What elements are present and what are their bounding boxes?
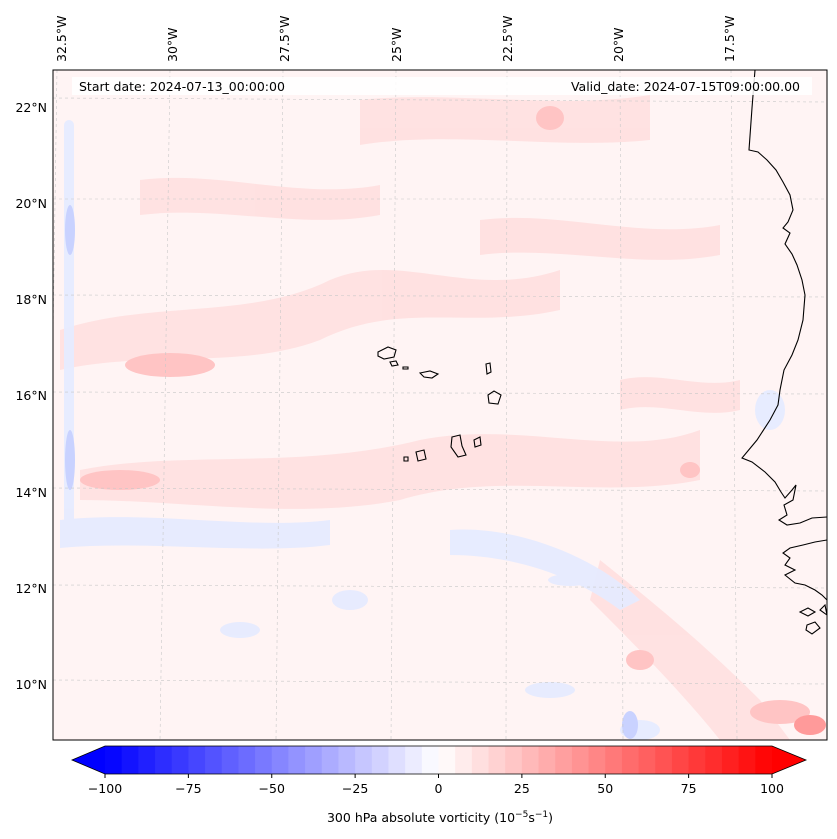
colorbar-segments — [105, 746, 773, 774]
lat-label-20n: 20°N — [15, 196, 47, 211]
lon-label-27-5w: 27.5°W — [277, 16, 292, 62]
colorbar-segment — [288, 746, 306, 774]
colorbar-segment — [571, 746, 590, 774]
island-fogo — [415, 449, 427, 462]
colorbar-segment — [738, 746, 756, 774]
start-date-label: Start date: 2024-07-13_00:00:00 — [79, 79, 285, 94]
colorbar-segment — [621, 746, 640, 774]
stronger-negative-cores — [65, 205, 638, 739]
colorbar-tick-label: −50 — [259, 781, 285, 796]
colorbar-extend-max — [772, 746, 806, 774]
colorbar-segment — [671, 746, 690, 774]
colorbar-segment — [521, 746, 540, 774]
colorbar-segment — [438, 746, 456, 774]
colorbar-segment — [605, 746, 623, 774]
cape-verde-islands — [377, 346, 502, 462]
colorbar-segment — [488, 746, 506, 774]
map-panel — [53, 70, 827, 740]
island-sal — [485, 362, 492, 375]
lon-label-17-5w: 17.5°W — [722, 16, 737, 62]
graticule — [53, 70, 827, 740]
valid-date-label: Valid_date: 2024-07-15T09:00:00.00 — [571, 79, 800, 94]
colorbar-segment — [221, 746, 239, 774]
colorbar-segment — [321, 746, 339, 774]
island-brava — [403, 456, 409, 462]
stronger-positive-cores — [80, 106, 826, 735]
lon-label-32-5w: 32.5°W — [54, 16, 69, 62]
colorbar-tick-label: −75 — [175, 781, 201, 796]
map-frame — [52, 69, 828, 741]
colorbar-segment — [105, 746, 123, 774]
colorbar-segment — [355, 746, 373, 774]
lon-label-20w: 20°W — [611, 27, 626, 62]
colorbar-segment — [255, 746, 273, 774]
colorbar-segment — [155, 746, 173, 774]
island-sao-vicente — [389, 360, 399, 367]
latitude-labels: 22°N 20°N 18°N 16°N 14°N 12°N 10°N — [15, 100, 47, 692]
colorbar-tick-label: 100 — [760, 781, 784, 796]
colorbar-segment — [121, 746, 139, 774]
lon-label-22-5w: 22.5°W — [500, 16, 515, 62]
africa-coastline — [741, 70, 827, 635]
colorbar-segment — [455, 746, 473, 774]
island-santo-antao — [377, 346, 397, 360]
colorbar-tick-label: 75 — [681, 781, 697, 796]
colorbar-segment — [338, 746, 356, 774]
lat-label-22n: 22°N — [15, 100, 47, 115]
colorbar-segment — [171, 746, 189, 774]
colorbar-segment — [371, 746, 389, 774]
header-strip — [72, 77, 812, 95]
colorbar-segment — [305, 746, 323, 774]
colorbar-segment — [655, 746, 673, 774]
colorbar-segment — [405, 746, 423, 774]
colorbar-segment — [205, 746, 223, 774]
positive-vorticity-bands — [60, 95, 790, 740]
island-sao-nicolau — [418, 370, 440, 379]
colorbar-segment — [538, 746, 556, 774]
colorbar-title: 300 hPa absolute vorticity (10−5s−1) — [327, 810, 553, 825]
colorbar-segment — [588, 746, 606, 774]
colorbar-tick-label: −25 — [342, 781, 368, 796]
lat-label-12n: 12°N — [15, 581, 47, 596]
lon-label-30w: 30°W — [165, 27, 180, 62]
colorbar-tick-label: 50 — [597, 781, 613, 796]
colorbar-segment — [138, 746, 156, 774]
lat-label-16n: 16°N — [15, 388, 47, 403]
colorbar-segment — [238, 746, 256, 774]
colorbar-extend-min — [72, 746, 105, 774]
colorbar-segment — [271, 746, 289, 774]
colorbar-ticks: −100 −75 −50 −25 0 25 50 75 100 — [88, 774, 784, 796]
colorbar-segment — [471, 746, 490, 774]
island-santiago — [450, 434, 467, 458]
colorbar-segment — [638, 746, 656, 774]
colorbar-tick-label: 25 — [514, 781, 530, 796]
lat-label-10n: 10°N — [15, 677, 47, 692]
island-santa-luzia — [402, 366, 409, 370]
colorbar-segment — [421, 746, 439, 774]
colorbar: −100 −75 −50 −25 0 25 50 75 100 300 hPa absolute… — [70, 745, 808, 825]
lon-label-25w: 25°W — [389, 27, 404, 62]
colorbar-tick-label: −100 — [88, 781, 122, 796]
lat-label-18n: 18°N — [15, 292, 47, 307]
colorbar-segment — [505, 746, 523, 774]
lat-label-14n: 14°N — [15, 485, 47, 500]
colorbar-segment — [388, 746, 406, 774]
colorbar-segment — [688, 746, 706, 774]
island-maio — [473, 436, 482, 448]
colorbar-segment — [705, 746, 723, 774]
longitude-labels: 32.5°W 30°W 27.5°W 25°W 22.5°W 20°W 17.5… — [54, 16, 737, 62]
colorbar-segment — [188, 746, 206, 774]
colorbar-segment — [721, 746, 740, 774]
colorbar-segment — [755, 746, 773, 774]
colorbar-segment — [555, 746, 573, 774]
colorbar-tick-label: 0 — [435, 781, 443, 796]
island-boa-vista — [487, 390, 502, 405]
